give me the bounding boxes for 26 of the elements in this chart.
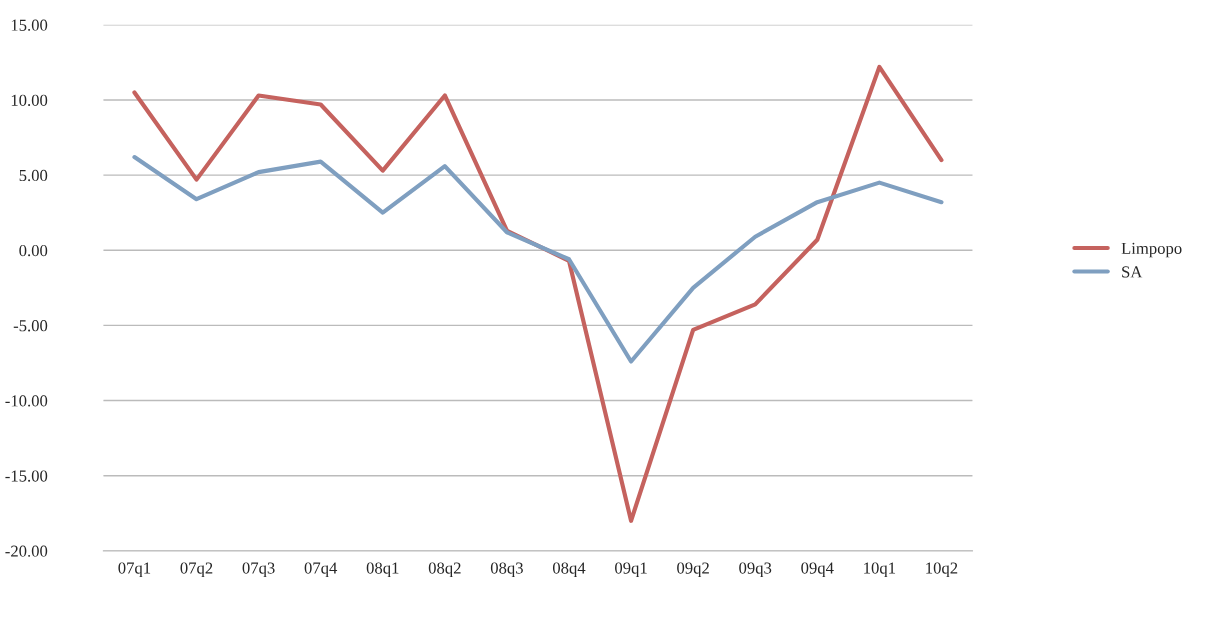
x-tick-label: 07q2 [180,562,213,578]
x-tick-label: 08q4 [552,562,586,578]
x-tick-label: 08q3 [490,562,523,578]
x-tick-label: 08q1 [366,562,399,578]
x-tick-label: 09q4 [801,562,834,578]
y-tick-label: 15.00 [11,19,48,31]
x-tick-label: 09q2 [677,562,709,578]
x-tick-label: 10q1 [864,562,896,578]
line-series [132,155,944,364]
x-tick-label: 09q3 [739,562,772,578]
y-tick-label: -20.00 [5,545,48,557]
x-tick-label: 07q4 [304,562,338,578]
y-tick-label: -15.00 [5,470,48,482]
legend-label: SA [1122,266,1143,278]
legend-label: Limpopo [1121,242,1182,258]
x-tick-label: 07q1 [118,562,151,578]
y-tick-label: -5.00 [13,320,48,332]
x-tick-label: 08q2 [428,562,461,578]
y-tick-label: 10.00 [11,94,48,106]
y-tick-label: -10.00 [5,395,48,407]
x-tick-label: 10q2 [926,562,958,578]
y-tick-label: 0.00 [19,244,48,257]
x-tick-label: 07q3 [242,562,275,578]
y-tick-label: 5.00 [19,169,48,182]
x-tick-label: 09q1 [615,562,647,578]
line-series [132,64,944,523]
